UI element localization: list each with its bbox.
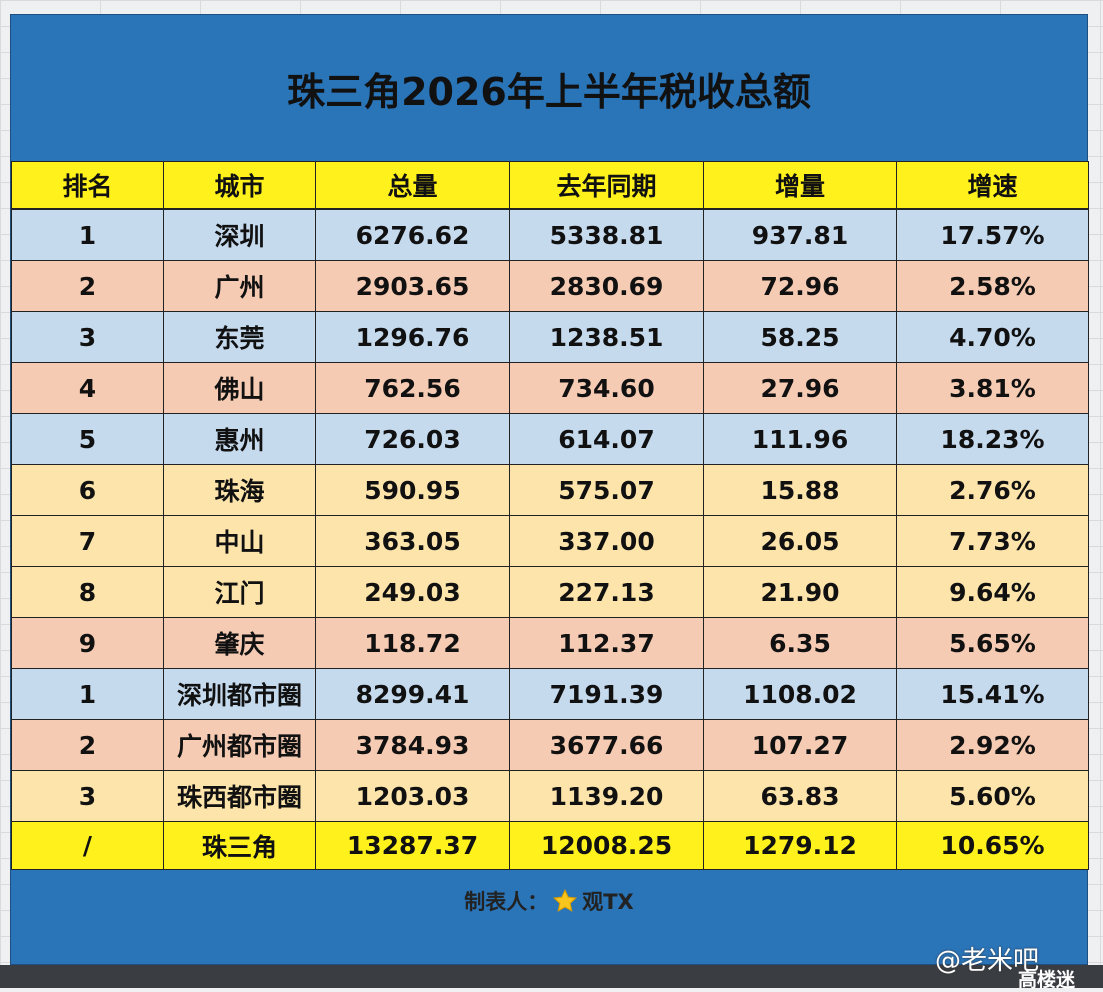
table-cell: 1296.76: [315, 311, 510, 363]
table-cell: 2903.65: [315, 260, 510, 312]
table-cell: 7.73%: [896, 515, 1089, 567]
bottom-bar: [0, 965, 1103, 988]
table-cell: 江门: [163, 566, 316, 618]
table-cell: 7: [11, 515, 164, 567]
table-cell: 112.37: [509, 617, 704, 669]
table-cell: 111.96: [703, 413, 897, 465]
table-cell: 337.00: [509, 515, 704, 567]
table-cell: 3: [11, 770, 164, 822]
table-cell: 7191.39: [509, 668, 704, 720]
table-cell: 佛山: [163, 362, 316, 414]
header-cell: 城市: [163, 161, 316, 209]
table-cell: 珠海: [163, 464, 316, 516]
table-cell: 4.70%: [896, 311, 1089, 363]
table-cell: 15.41%: [896, 668, 1089, 720]
table-cell: 1139.20: [509, 770, 704, 822]
table-cell: 珠西都市圈: [163, 770, 316, 822]
header-cell: 排名: [11, 161, 164, 209]
table-cell: 5.60%: [896, 770, 1089, 822]
footer-label: 制表人：: [464, 890, 549, 914]
table-cell: 734.60: [509, 362, 704, 414]
table-cell: 5.65%: [896, 617, 1089, 669]
table-cell: 3.81%: [896, 362, 1089, 414]
table-cell: 15.88: [703, 464, 897, 516]
table-cell: 614.07: [509, 413, 704, 465]
table-panel: 珠三角2026年上半年税收总额 排名 城市 总量 去年同期 增量 增速 1 深圳 6276.62…: [10, 14, 1089, 965]
watermark-handle: @老米吧: [935, 946, 1040, 976]
total-cell: 13287.37: [315, 821, 510, 870]
table-cell: 249.03: [315, 566, 510, 618]
header-cell: 增量: [703, 161, 897, 209]
table-cell: 937.81: [703, 209, 897, 261]
table-cell: 深圳都市圈: [163, 668, 316, 720]
table-cell: 广州都市圈: [163, 719, 316, 771]
table-cell: 2: [11, 260, 164, 312]
table-cell: 6: [11, 464, 164, 516]
table-cell: 2830.69: [509, 260, 704, 312]
table-cell: 2: [11, 719, 164, 771]
table-cell: 3677.66: [509, 719, 704, 771]
table-cell: 227.13: [509, 566, 704, 618]
total-cell: 1279.12: [703, 821, 897, 870]
table-cell: 726.03: [315, 413, 510, 465]
table-cell: 6.35: [703, 617, 897, 669]
table-cell: 1: [11, 209, 164, 261]
table-cell: 3: [11, 311, 164, 363]
table-cell: 4: [11, 362, 164, 414]
table-cell: 1238.51: [509, 311, 704, 363]
table-cell: 中山: [163, 515, 316, 567]
table-cell: 东莞: [163, 311, 316, 363]
table-cell: 6276.62: [315, 209, 510, 261]
table-cell: 1108.02: [703, 668, 897, 720]
total-cell: /: [11, 821, 164, 870]
table-cell: 18.23%: [896, 413, 1089, 465]
table-cell: 9: [11, 617, 164, 669]
total-cell: 珠三角: [163, 821, 316, 870]
table-cell: 575.07: [509, 464, 704, 516]
table-cell: 5: [11, 413, 164, 465]
table-cell: 5338.81: [509, 209, 704, 261]
table-cell: 118.72: [315, 617, 510, 669]
table-cell: 21.90: [703, 566, 897, 618]
table-cell: 27.96: [703, 362, 897, 414]
watermark-site: 高楼迷: [1018, 969, 1076, 991]
table-cell: 363.05: [315, 515, 510, 567]
table-cell: 590.95: [315, 464, 510, 516]
table-cell: 58.25: [703, 311, 897, 363]
header-cell: 去年同期: [509, 161, 704, 209]
title: 珠三角2026年上半年税收总额: [287, 69, 811, 114]
table-cell: 762.56: [315, 362, 510, 414]
table-cell: 广州: [163, 260, 316, 312]
table-cell: 3784.93: [315, 719, 510, 771]
table-cell: 2.92%: [896, 719, 1089, 771]
table-cell: 惠州: [163, 413, 316, 465]
table-cell: 107.27: [703, 719, 897, 771]
table-cell: 17.57%: [896, 209, 1089, 261]
total-cell: 10.65%: [896, 821, 1089, 870]
table-cell: 1: [11, 668, 164, 720]
table-cell: 8299.41: [315, 668, 510, 720]
table-cell: 63.83: [703, 770, 897, 822]
table-cell: 26.05: [703, 515, 897, 567]
table-cell: 72.96: [703, 260, 897, 312]
table-cell: 2.76%: [896, 464, 1089, 516]
footer: 制表人： 观TX: [11, 871, 1087, 931]
header-cell: 增速: [896, 161, 1089, 209]
table-cell: 9.64%: [896, 566, 1089, 618]
total-cell: 12008.25: [509, 821, 704, 870]
table-cell: 2.58%: [896, 260, 1089, 312]
table-cell: 1203.03: [315, 770, 510, 822]
table-cell: 深圳: [163, 209, 316, 261]
table-cell: 肇庆: [163, 617, 316, 669]
table-cell: 8: [11, 566, 164, 618]
footer-name: 观TX: [582, 890, 634, 914]
star-icon: [553, 888, 578, 912]
header-cell: 总量: [315, 161, 510, 209]
